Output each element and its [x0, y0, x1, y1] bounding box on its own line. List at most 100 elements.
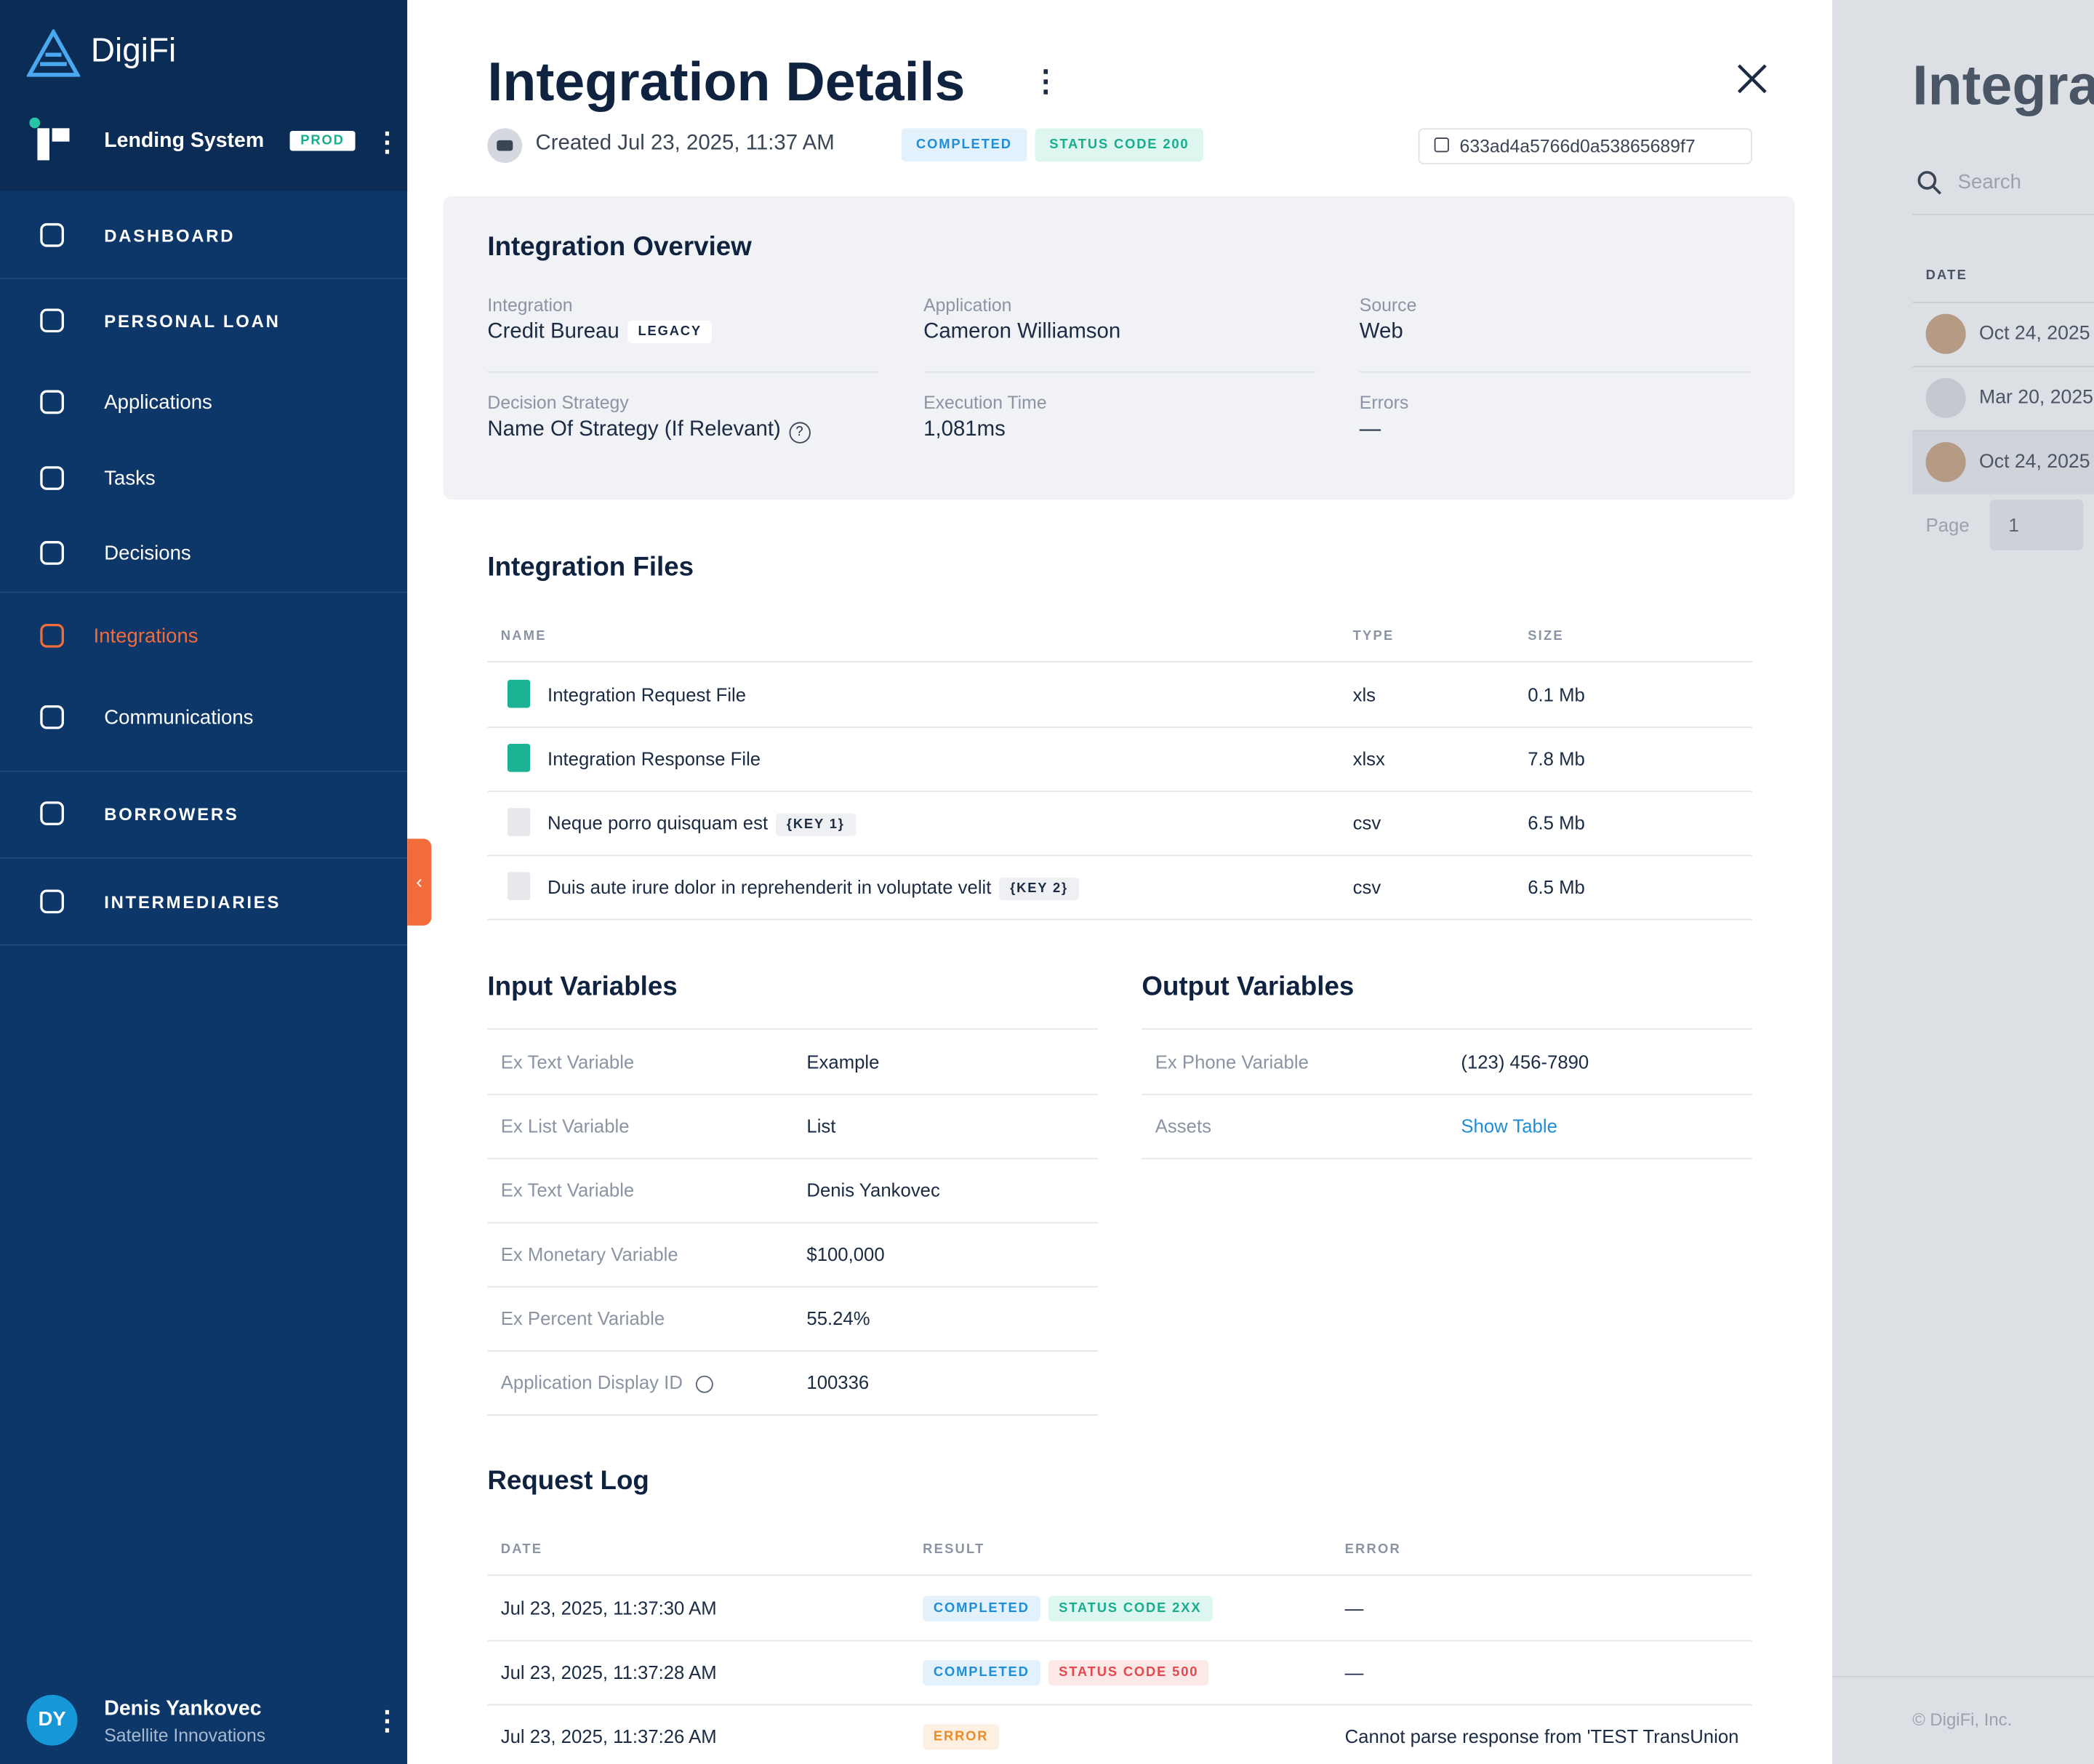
nav-label: INTERMEDIARIES — [104, 891, 281, 912]
variable-name: Assets — [1155, 1115, 1211, 1136]
file-row[interactable]: Integration Response File xlsx 7.8 Mb — [487, 726, 1752, 793]
background-row: Oct 24, 2025 — [1912, 430, 2094, 494]
nav-item[interactable]: Applications — [0, 364, 407, 439]
column-header: TYPE — [1352, 629, 1395, 644]
nav-label: Integrations — [93, 624, 198, 647]
row-date: Mar 20, 2025 — [1979, 387, 2093, 409]
nav-icon — [40, 801, 64, 825]
close-button[interactable] — [1737, 64, 1767, 94]
title-menu[interactable]: ⋮ — [1030, 64, 1061, 98]
help-icon[interactable]: ? — [788, 422, 811, 444]
spreadsheet-icon — [507, 744, 531, 772]
nav-icon — [40, 390, 64, 414]
background-row: Oct 24, 2025 — [1912, 302, 2094, 366]
nav-item[interactable]: BORROWERS — [0, 776, 407, 851]
id-copy[interactable]: 633ad4a5766d0a53865689f7 — [1418, 128, 1752, 164]
details-panel: Integration Details ⋮ Created Jul 23, 20… — [407, 0, 1833, 1764]
nav-item[interactable]: DASHBOARD — [0, 198, 407, 273]
nav-icon — [40, 889, 64, 914]
nav-item[interactable]: PERSONAL LOAN — [0, 283, 407, 358]
file-icon — [507, 808, 531, 836]
integration-id: 633ad4a5766d0a53865689f7 — [1459, 136, 1696, 156]
nav-item[interactable]: Decisions — [0, 516, 407, 590]
nav-icon — [40, 222, 64, 247]
field: Application Cameron Williamson — [923, 295, 1315, 373]
file-type: csv — [1352, 811, 1381, 834]
nav-label: PERSONAL LOAN — [104, 310, 281, 331]
nav-item[interactable]: Integrations — [0, 598, 407, 673]
nav-item[interactable]: Communications — [0, 680, 407, 755]
panel-title: Integration Details — [487, 50, 966, 113]
nav-label: Applications — [104, 390, 212, 414]
field-value: 1,081ms — [923, 418, 1315, 442]
variable-value: $100,000 — [806, 1243, 885, 1265]
column-header: RESULT — [923, 1542, 985, 1557]
page-label: Page — [1925, 514, 1970, 536]
sidebar: DigiFi Lending System PROD ⋮ DASHBOARD PE… — [0, 0, 408, 1764]
variable-label: Ex Text Variable — [500, 1179, 635, 1201]
file-size: 7.8 Mb — [1528, 747, 1585, 769]
nav-item[interactable]: INTERMEDIARIES — [0, 864, 407, 939]
user-menu[interactable]: ⋮ — [374, 1707, 401, 1736]
column-header: SIZE — [1528, 629, 1564, 644]
show-table-link[interactable]: Show Table — [1461, 1115, 1557, 1137]
log-error: — — [1344, 1661, 1364, 1683]
variable-name: Ex List Variable — [501, 1115, 630, 1136]
env-badge: PROD — [289, 131, 356, 151]
divider — [1832, 1676, 2094, 1677]
variable-label: Ex Monetary Variable — [500, 1243, 678, 1265]
variable-row: Ex Monetary Variable $100,000 — [487, 1222, 1098, 1288]
variable-name: Ex Monetary Variable — [501, 1243, 678, 1264]
divider — [487, 1028, 1098, 1030]
log-date: Jul 23, 2025, 11:37:28 AM — [500, 1661, 717, 1683]
log-row: Jul 23, 2025, 11:37:28 AM COMPLETED STATUS… — [487, 1640, 1752, 1706]
variable-label: Application Display ID — [500, 1371, 683, 1393]
field: Errors — — [1360, 393, 1751, 446]
file-row[interactable]: Duis aute irure dolor in reprehenderit i… — [487, 855, 1752, 921]
workspace-menu[interactable]: ⋮ — [374, 128, 401, 158]
file-type: xls — [1352, 683, 1376, 705]
search-input[interactable]: Search — [1957, 171, 2021, 194]
column-header: ERROR — [1344, 1542, 1401, 1557]
file-name-cell: Neque porro quisquam est {KEY 1} — [547, 811, 856, 836]
file-row[interactable]: Neque porro quisquam est {KEY 1} csv 6.5 Mb — [487, 790, 1752, 857]
file-size: 0.1 Mb — [1528, 683, 1585, 705]
legacy-tag: LEGACY — [627, 321, 713, 344]
file-row[interactable]: Integration Request File xls 0.1 Mb — [487, 662, 1752, 729]
log-result: COMPLETED STATUS CODE 2XX — [923, 1595, 1220, 1621]
file-type: xlsx — [1352, 747, 1385, 769]
variable-label: Ex Percent Variable — [500, 1307, 665, 1329]
variable-value: 55.24% — [806, 1307, 870, 1329]
field-value: Credit Bureau LEGACY — [487, 321, 878, 345]
settings-icon[interactable] — [696, 1375, 714, 1393]
section-title: Input Variables — [487, 972, 678, 1002]
variable-value: Example — [806, 1051, 880, 1073]
section-title: Integration Files — [487, 553, 694, 582]
nav-icon — [40, 308, 64, 333]
collapse-toggle[interactable]: ‹ — [407, 838, 432, 926]
field-value: — — [1360, 418, 1751, 442]
field-text: — — [1359, 417, 1381, 441]
variable-row: Ex Text Variable Denis Yankovec — [487, 1158, 1098, 1224]
variable-label: Ex Text Variable — [500, 1051, 635, 1073]
divider — [0, 857, 408, 859]
file-name: Neque porro quisquam est — [547, 811, 769, 834]
variable-label: Ex Phone Variable — [1155, 1051, 1309, 1073]
divider — [487, 1574, 1752, 1576]
nav-label: Communications — [104, 705, 254, 729]
nav-item[interactable]: Tasks — [0, 441, 407, 516]
section-title: Output Variables — [1142, 972, 1355, 1002]
variable-value: List — [806, 1115, 836, 1137]
field-text: Web — [1359, 320, 1403, 344]
field-label: Execution Time — [923, 393, 1047, 413]
log-date: Jul 23, 2025, 11:37:26 AM — [500, 1725, 717, 1747]
page-input[interactable]: 1 — [1989, 499, 2084, 550]
background-page: Integra Search DATE Oct 24, 2025 Mar 20, … — [1832, 0, 2094, 1764]
created-date: Created Jul 23, 2025, 11:37 AM — [535, 132, 835, 156]
variable-name: Ex Text Variable — [501, 1051, 634, 1073]
file-size: 6.5 Mb — [1528, 875, 1585, 898]
file-name: Duis aute irure dolor in reprehenderit i… — [547, 875, 992, 898]
variable-name: Ex Text Variable — [501, 1179, 634, 1200]
workspace-name[interactable]: Lending System — [104, 129, 265, 153]
variable-row: Ex Phone Variable (123) 456-7890 — [1142, 1030, 1752, 1096]
